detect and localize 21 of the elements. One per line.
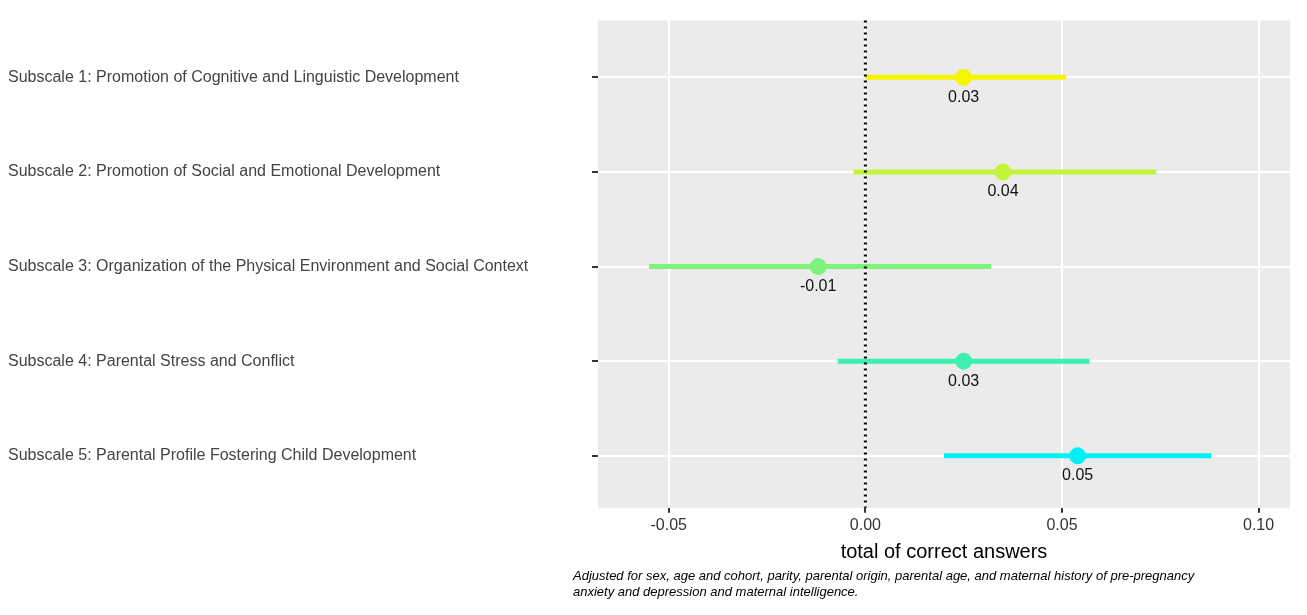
x-tick-label: 0.00 — [849, 515, 882, 533]
x-axis-title: total of correct answers — [840, 539, 1048, 562]
data-label: 0.04 — [987, 182, 1019, 200]
text: Adjusted for sex, age and cohort, parity, parental origin, parental age, and maternal history of pre-pregnancy anxiety and depression and maternal intelligence. — [573, 568, 1196, 600]
data-label: 0.05 — [1062, 466, 1094, 484]
data-label: -0.01 — [799, 276, 837, 294]
data-label: 0.03 — [948, 371, 980, 389]
y-tick-label: Subscale 2: Promotion of Social and Emotional Development — [8, 162, 441, 180]
point — [809, 258, 827, 276]
y-tick-label: Subscale 5: Parental Profile Fostering Child Development — [8, 446, 417, 464]
point — [955, 352, 973, 370]
x-tick-label: 0.10 — [1242, 515, 1275, 533]
x-tick-label: 0.05 — [1046, 515, 1078, 533]
y-tick-label: Subscale 4: Parental Stress and Conflict — [8, 351, 295, 369]
point — [955, 68, 973, 86]
point — [1069, 447, 1087, 465]
y-tick-label: Subscale 1: Promotion of Cognitive and Linguistic Development — [8, 67, 460, 85]
point — [994, 163, 1012, 181]
data-label: 0.03 — [948, 87, 980, 105]
y-tick-label: Subscale 3: Organization of the Physical Environment and Social Context — [8, 256, 529, 274]
x-tick-label: -0.05 — [650, 515, 688, 533]
